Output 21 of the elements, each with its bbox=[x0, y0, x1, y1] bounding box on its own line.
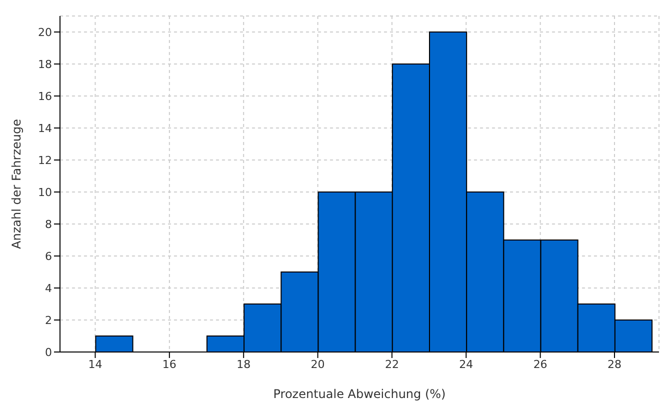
y-tick-label: 8 bbox=[45, 218, 52, 231]
y-tick-label: 20 bbox=[38, 26, 52, 39]
y-tick-label: 6 bbox=[45, 250, 52, 263]
x-tick-label: 16 bbox=[162, 358, 176, 371]
x-tick-label: 14 bbox=[88, 358, 102, 371]
y-tick-label: 10 bbox=[38, 186, 52, 199]
y-tick-label: 12 bbox=[38, 154, 52, 167]
x-tick-label: 24 bbox=[459, 358, 474, 371]
y-tick-label: 16 bbox=[38, 90, 52, 103]
x-tick-label: 28 bbox=[607, 358, 622, 371]
x-tick-label: 26 bbox=[533, 358, 548, 371]
x-tick-label: 18 bbox=[236, 358, 251, 371]
y-tick-label: 0 bbox=[45, 346, 52, 359]
x-tick-label: 20 bbox=[310, 358, 325, 371]
x-axis-title: Prozentuale Abweichung (%) bbox=[273, 387, 446, 401]
y-tick-label: 2 bbox=[45, 314, 52, 327]
y-tick-label: 18 bbox=[38, 58, 52, 71]
y-axis-title: Anzahl der Fahrzeuge bbox=[9, 119, 24, 249]
y-tick-label: 14 bbox=[38, 122, 52, 135]
y-tick-label: 4 bbox=[45, 282, 52, 295]
x-tick-label: 22 bbox=[384, 358, 399, 371]
